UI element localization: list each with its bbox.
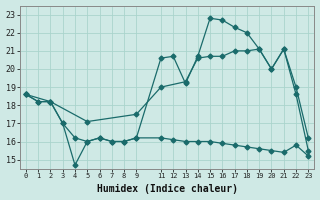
X-axis label: Humidex (Indice chaleur): Humidex (Indice chaleur)	[97, 184, 237, 194]
